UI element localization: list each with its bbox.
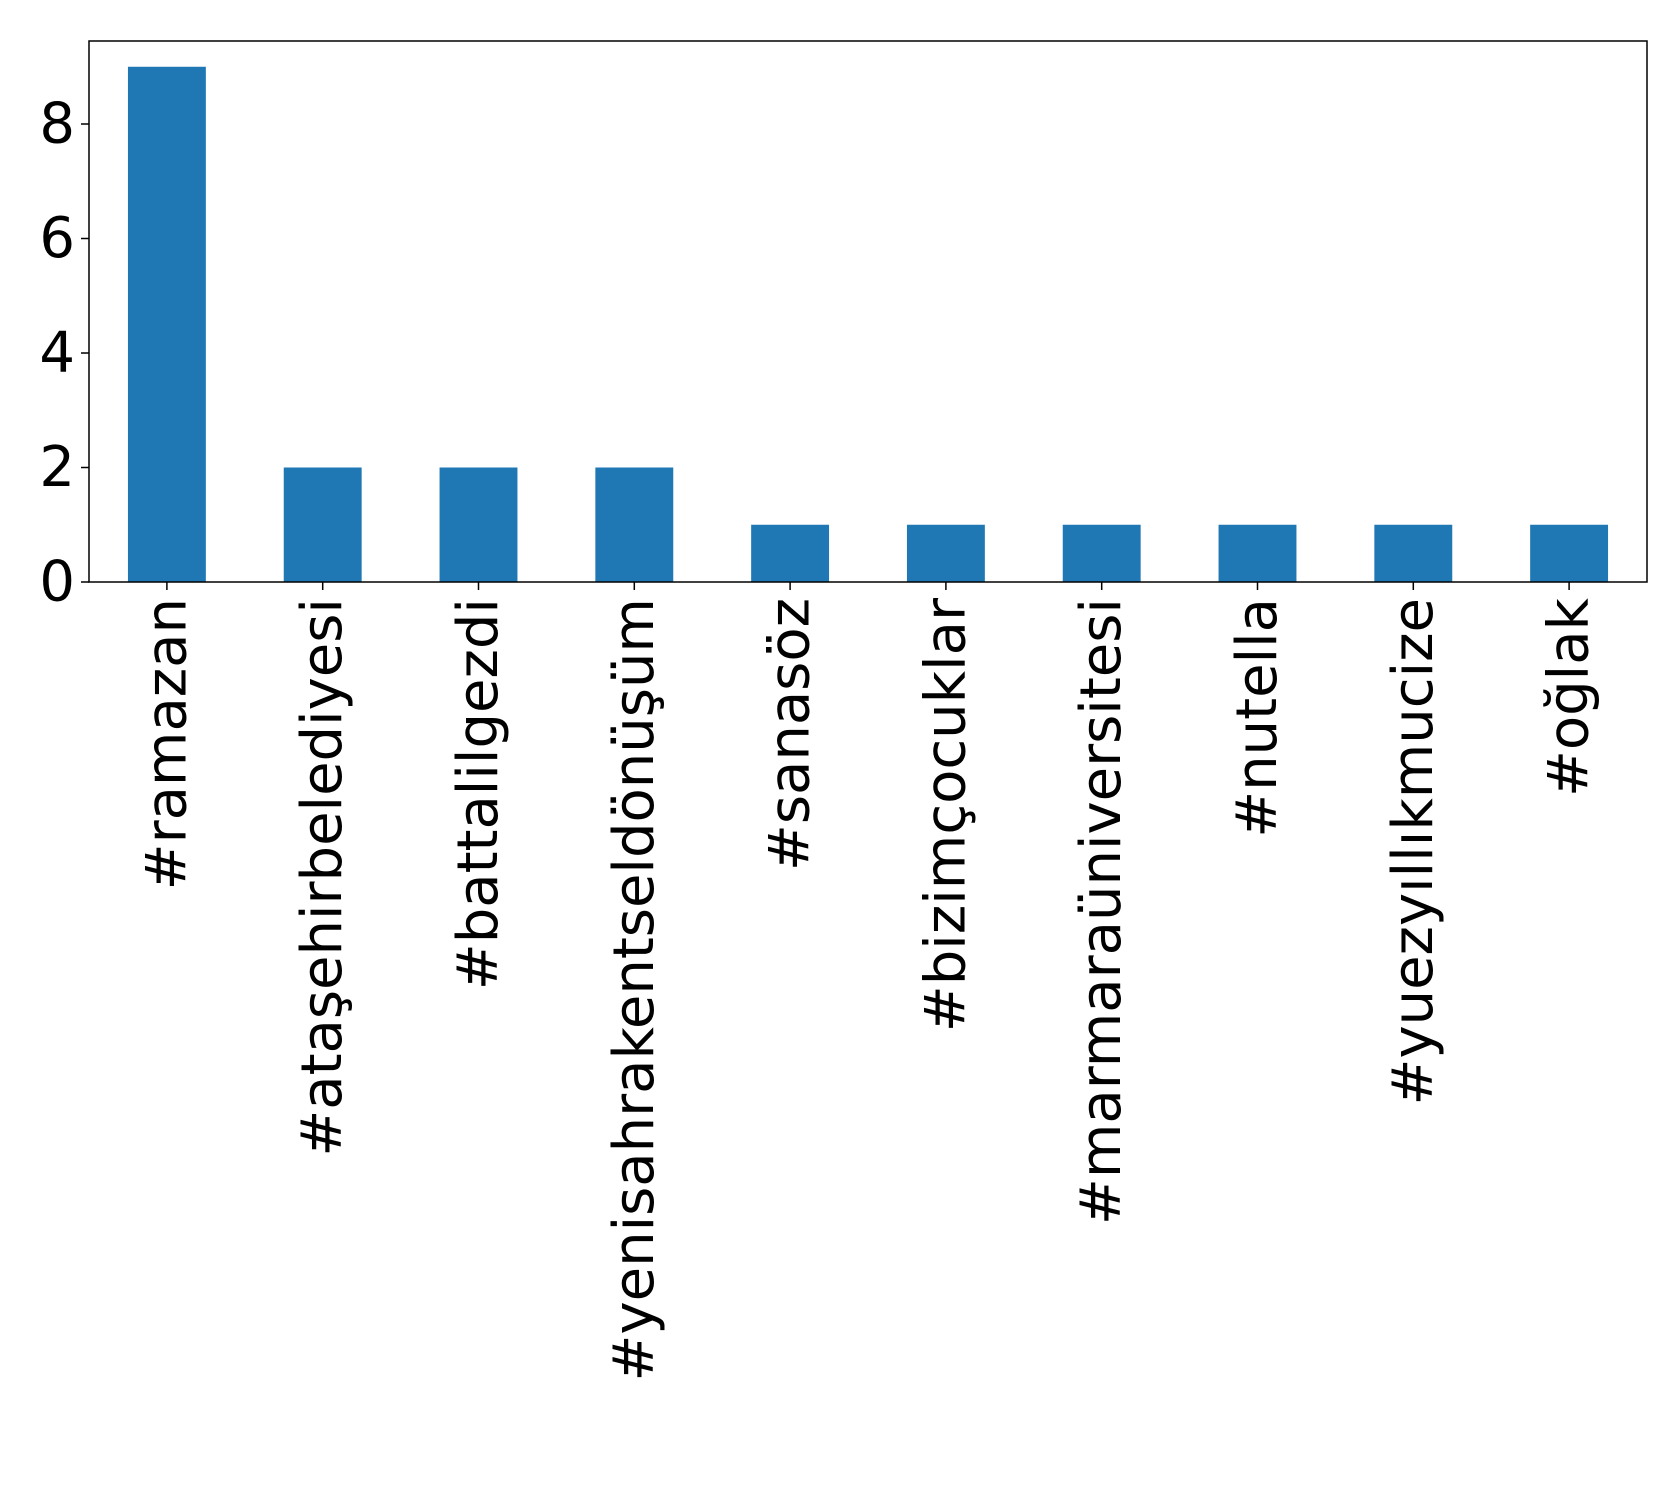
y-tick-label: 2 [39,435,75,500]
bar [1374,524,1453,582]
plot-frame [88,40,1648,583]
y-tick-label: 8 [39,92,75,157]
y-tick-label: 4 [39,321,75,386]
x-tick-label: #marmaraüniversitesi [1069,598,1134,1225]
bar [439,467,518,582]
x-tick-label: #sanasöz [758,598,823,871]
x-tick-label: #nutella [1225,598,1290,838]
bar [1218,524,1297,582]
bar [1530,524,1609,582]
bar [595,467,674,582]
x-tick-label: #battalilgezdi [446,598,511,990]
bar [1062,524,1141,582]
x-tick-label: #bizimçocuklar [913,597,978,1032]
bar [127,66,206,582]
bar [283,467,362,582]
bar [751,524,830,582]
x-tick-label: #ataşehirbelediyesi [290,598,355,1157]
x-tick-label: #yenisahrakentseldönüşüm [602,598,667,1381]
x-tick-label: #ramazan [134,598,199,890]
bar [906,524,985,582]
x-tick-label: #oğlak [1537,597,1602,797]
y-tick-label: 6 [39,206,75,271]
y-tick-label: 0 [39,550,75,615]
x-tick-label: #yuezyıllıkmucize [1381,598,1446,1105]
